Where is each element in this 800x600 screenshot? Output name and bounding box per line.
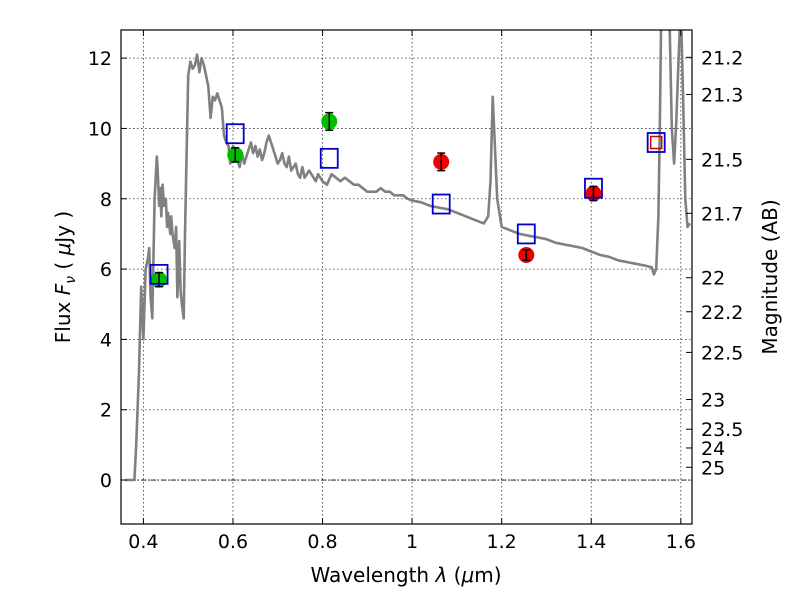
x-tick-label: 0.8 bbox=[307, 531, 337, 553]
x-tick-label: 1.2 bbox=[487, 531, 517, 553]
model-flux-box-inner bbox=[649, 135, 663, 150]
model-flux-box bbox=[225, 123, 245, 145]
y-tick-label: 2 bbox=[100, 400, 112, 422]
mag-tick-label: 23.5 bbox=[701, 419, 743, 441]
x-tick-label: 0.4 bbox=[128, 531, 158, 553]
y2-axis-label: Magnitude (AB) bbox=[758, 199, 782, 354]
model-spectrum-line bbox=[125, 30, 691, 482]
model-flux-box bbox=[584, 177, 603, 199]
y-tick-label: 0 bbox=[100, 470, 112, 492]
mag-tick-label: 22.5 bbox=[701, 342, 743, 364]
model-flux-box bbox=[431, 193, 451, 215]
y-tick-label: 10 bbox=[88, 118, 112, 140]
y-axis-label: Flux Fν ( μJy ) bbox=[51, 211, 79, 343]
x-tick-label: 1.6 bbox=[666, 531, 696, 553]
mag-tick-label: 22 bbox=[701, 268, 725, 290]
y-tick-label: 6 bbox=[100, 259, 112, 281]
x-tick-label: 0.6 bbox=[218, 531, 248, 553]
model-spectrum-layer bbox=[125, 30, 691, 482]
mag-tick-label: 21.7 bbox=[701, 203, 743, 225]
mag-tick-label: 21.2 bbox=[701, 47, 743, 69]
data-points-layer bbox=[149, 111, 666, 288]
x-tick-label: 1.4 bbox=[576, 531, 606, 553]
model-flux-box bbox=[516, 223, 536, 245]
plot-frame bbox=[120, 29, 693, 525]
model-flux-box bbox=[319, 147, 339, 169]
mag-tick-label: 25 bbox=[701, 457, 725, 479]
model-flux-box bbox=[646, 132, 666, 153]
y-tick-label: 12 bbox=[88, 48, 112, 70]
y-tick-label: 8 bbox=[100, 189, 112, 211]
mag-tick-label: 21.3 bbox=[701, 85, 743, 107]
mag-tick-label: 23 bbox=[701, 389, 725, 411]
x-axis-label: Wavelength λ (μm) bbox=[310, 563, 501, 587]
mag-tick-label: 24 bbox=[701, 438, 725, 460]
model-flux-box bbox=[149, 263, 169, 285]
y-tick-label: 4 bbox=[100, 329, 112, 351]
mag-tick-label: 21.5 bbox=[701, 149, 743, 171]
grid-layer bbox=[121, 30, 692, 524]
mag-tick-label: 22.2 bbox=[701, 302, 743, 324]
x-tick-label: 1 bbox=[406, 531, 418, 553]
